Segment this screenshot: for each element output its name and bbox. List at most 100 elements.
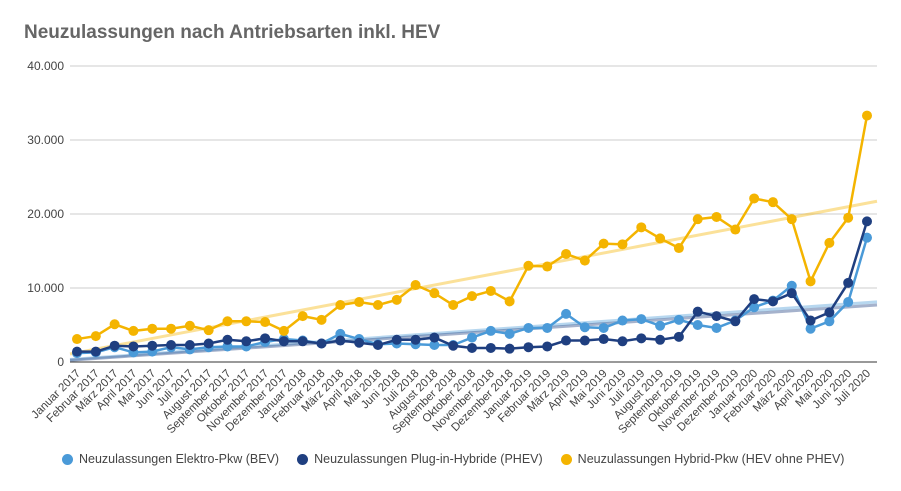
data-point — [372, 300, 383, 311]
data-point — [485, 342, 496, 353]
data-point — [636, 333, 647, 344]
data-point — [448, 300, 459, 311]
data-point — [561, 248, 572, 259]
data-point — [711, 211, 722, 222]
data-point — [316, 314, 327, 325]
data-point — [504, 296, 515, 307]
data-point — [523, 260, 534, 271]
data-point — [260, 317, 271, 328]
data-point — [749, 294, 760, 305]
data-point — [786, 214, 797, 225]
data-point — [655, 334, 666, 345]
data-point — [354, 337, 365, 348]
data-point — [542, 261, 553, 272]
data-point — [260, 333, 271, 344]
data-point — [429, 332, 440, 343]
data-point — [636, 314, 647, 325]
data-point — [335, 300, 346, 311]
y-tick-label: 10.000 — [27, 281, 64, 295]
data-point — [485, 325, 496, 336]
data-point — [767, 197, 778, 208]
data-point — [241, 316, 252, 327]
data-point — [862, 216, 872, 227]
data-point — [692, 320, 703, 330]
data-point — [297, 311, 308, 322]
data-point — [749, 302, 760, 313]
data-point — [391, 334, 402, 345]
data-point — [72, 346, 82, 357]
data-point — [504, 343, 515, 354]
data-point — [297, 336, 308, 347]
data-point — [579, 322, 590, 333]
data-point — [109, 340, 120, 351]
data-point — [730, 224, 741, 235]
legend-label: Neuzulassungen Plug-in-Hybride (PHEV) — [314, 452, 543, 466]
data-point — [692, 306, 703, 317]
y-tick-label: 0 — [57, 355, 64, 369]
data-point — [598, 238, 609, 249]
data-point — [222, 316, 233, 327]
y-tick-label: 30.000 — [27, 133, 64, 147]
series-2 — [72, 110, 872, 345]
data-point — [617, 239, 628, 250]
data-point — [410, 280, 421, 291]
data-point — [410, 334, 421, 345]
chart-title: Neuzulassungen nach Antriebsarten inkl. … — [24, 22, 441, 43]
data-point — [203, 325, 214, 336]
data-point — [128, 325, 139, 336]
data-point — [843, 297, 854, 308]
data-point — [335, 335, 346, 346]
data-point — [579, 335, 590, 346]
data-point — [862, 232, 872, 243]
data-point — [862, 110, 872, 121]
data-point — [316, 338, 327, 349]
data-point — [391, 294, 402, 305]
data-point — [109, 319, 120, 330]
data-point — [72, 334, 82, 345]
data-point — [203, 338, 214, 349]
data-point — [429, 339, 440, 350]
data-point — [523, 342, 534, 353]
data-point — [222, 334, 233, 345]
data-point — [485, 285, 496, 296]
data-point — [673, 243, 684, 254]
data-point — [354, 297, 365, 308]
data-point — [429, 288, 440, 299]
legend: Neuzulassungen Elektro-Pkw (BEV) Neuzula… — [62, 452, 844, 466]
data-point — [655, 233, 666, 244]
data-point — [617, 315, 628, 326]
data-point — [805, 276, 816, 287]
legend-item-bev[interactable]: Neuzulassungen Elektro-Pkw (BEV) — [62, 452, 279, 466]
data-point — [504, 328, 515, 339]
data-point — [278, 336, 289, 347]
data-point — [184, 320, 195, 331]
data-point — [542, 322, 553, 333]
legend-item-hev[interactable]: Neuzulassungen Hybrid-Pkw (HEV ohne PHEV… — [560, 452, 844, 466]
y-tick-label: 20.000 — [27, 207, 64, 221]
data-point — [467, 332, 477, 343]
legend-marker — [297, 453, 309, 465]
data-point — [824, 316, 835, 327]
legend-marker — [62, 453, 73, 465]
data-point — [241, 336, 252, 347]
data-point — [90, 331, 101, 342]
data-point — [730, 316, 741, 327]
data-point — [561, 335, 572, 346]
data-point — [805, 323, 816, 334]
data-point — [561, 308, 572, 319]
data-point — [90, 346, 101, 357]
data-point — [786, 280, 797, 291]
data-point — [166, 323, 177, 334]
data-point — [843, 212, 854, 223]
data-point — [673, 314, 684, 325]
legend-item-phev[interactable]: Neuzulassungen Plug-in-Hybride (PHEV) — [297, 452, 543, 466]
data-point — [636, 222, 647, 233]
data-point — [523, 322, 534, 333]
data-point — [692, 214, 703, 225]
data-point — [617, 336, 628, 347]
series-1 — [72, 216, 872, 357]
data-point — [147, 323, 158, 334]
data-point — [673, 331, 684, 342]
data-point — [598, 322, 609, 333]
